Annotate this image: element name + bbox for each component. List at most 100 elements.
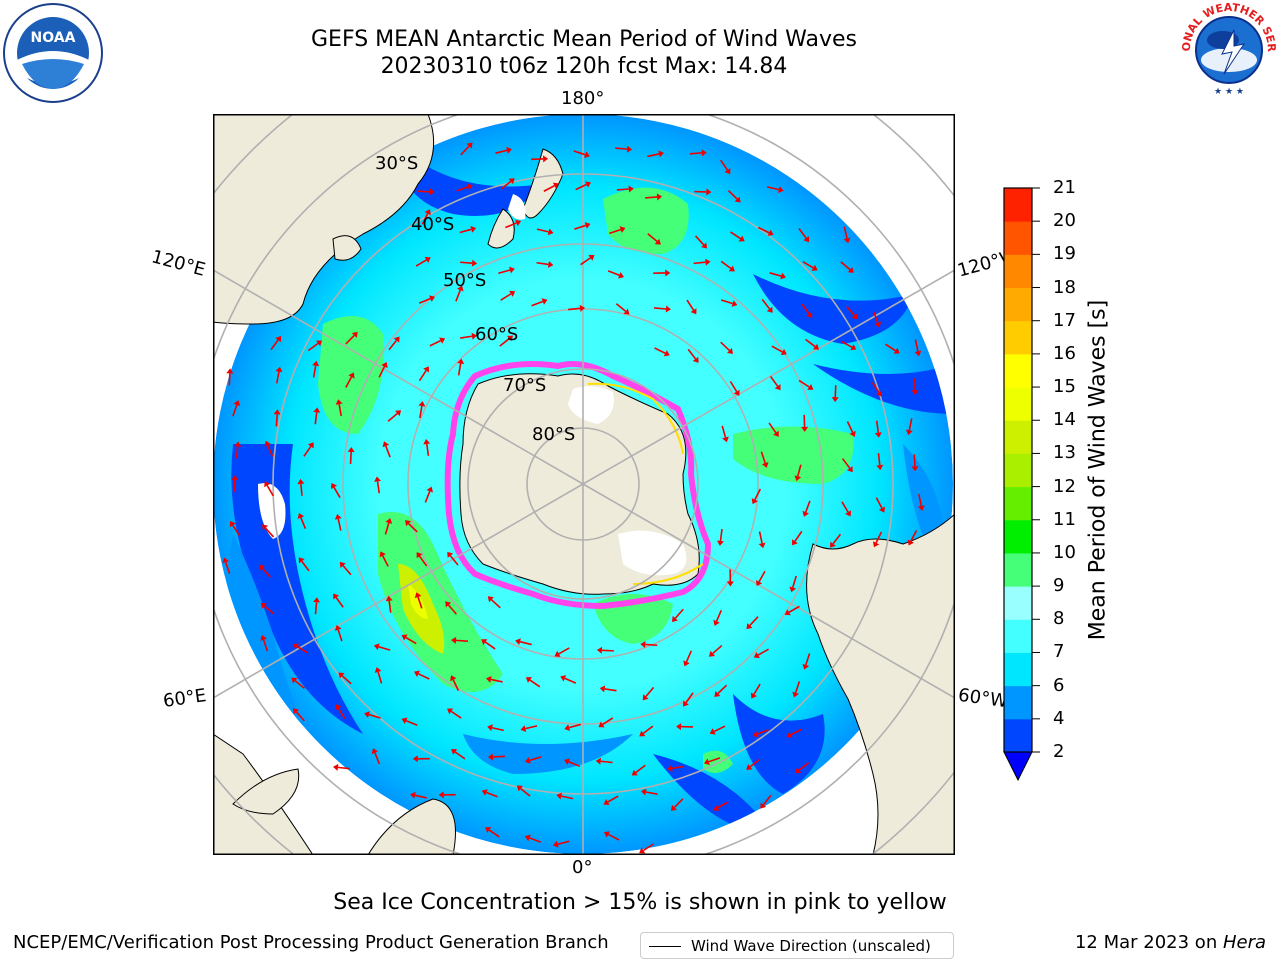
wave-direction-arrow bbox=[802, 261, 814, 269]
wave-direction-arrowhead bbox=[811, 264, 818, 271]
wave-direction-arrowhead bbox=[335, 399, 343, 405]
map-panel: 30°S 40°S 50°S 60°S 70°S 80°S Wind Wave … bbox=[213, 114, 955, 959]
chart-title: GEFS MEAN Antarctic Mean Period of Wind … bbox=[311, 27, 857, 52]
wave-direction-arrow bbox=[335, 597, 344, 608]
wave-direction-arrowhead bbox=[371, 748, 379, 755]
wave-direction-arrow bbox=[654, 347, 666, 354]
lat-label-50s: 50°S bbox=[443, 270, 486, 291]
wave-direction-arrow bbox=[307, 342, 319, 352]
wave-direction-arrow bbox=[791, 575, 797, 588]
wave-direction-arrow bbox=[338, 403, 342, 417]
wave-direction-arrowhead bbox=[907, 539, 914, 546]
wave-direction-arrowhead bbox=[665, 305, 671, 313]
wave-direction-arrow bbox=[671, 765, 684, 770]
wave-direction-arrow bbox=[720, 341, 730, 352]
wave-direction-arrowhead bbox=[471, 332, 477, 340]
wave-direction-arrow bbox=[385, 445, 391, 458]
wave-direction-arrowhead bbox=[722, 436, 729, 443]
wave-direction-arrow bbox=[492, 755, 505, 758]
caption: Sea Ice Concentration > 15% is shown in … bbox=[333, 890, 947, 915]
wave-direction-arrow bbox=[712, 644, 723, 655]
wave-direction-arrow bbox=[717, 801, 729, 809]
wave-direction-arrowhead bbox=[330, 483, 337, 490]
wave-direction-arrow bbox=[769, 272, 782, 277]
wave-direction-arrowhead bbox=[588, 254, 595, 261]
wave-direction-arrow bbox=[455, 289, 462, 302]
wave-direction-arrow bbox=[262, 639, 269, 652]
colorbar-block bbox=[1004, 221, 1032, 255]
wave-direction-arrow bbox=[715, 609, 723, 622]
lat-label-70s: 70°S bbox=[503, 375, 546, 396]
wave-direction-arrowhead bbox=[786, 731, 793, 738]
wave-direction-arrow bbox=[607, 795, 619, 803]
colorbar-block bbox=[1004, 420, 1032, 454]
colorbar-tick-label: 9 bbox=[1053, 575, 1065, 597]
wave-direction-arrow bbox=[337, 518, 342, 531]
wave-direction-arrow bbox=[575, 183, 587, 191]
wave-direction-arrowhead bbox=[789, 586, 797, 593]
wave-direction-arrowhead bbox=[628, 185, 634, 193]
wave-direction-arrow bbox=[762, 794, 772, 806]
wave-direction-arrowhead bbox=[914, 350, 922, 357]
wave-direction-arrow bbox=[885, 343, 896, 352]
wave-direction-arrow bbox=[607, 833, 620, 841]
wave-direction-arrowhead bbox=[619, 226, 626, 233]
wave-direction-arrowhead bbox=[831, 397, 839, 403]
wave-direction-arrow bbox=[568, 761, 581, 768]
wave-direction-arrow bbox=[607, 270, 620, 277]
wave-direction-arrow bbox=[758, 570, 766, 583]
wave-direction-arrow bbox=[452, 679, 460, 691]
wave-direction-arrowhead bbox=[395, 410, 402, 417]
wave-direction-arrowhead bbox=[258, 564, 265, 571]
wave-direction-arrowhead bbox=[654, 238, 661, 245]
wave-direction-arrow bbox=[228, 373, 231, 386]
wave-direction-arrow bbox=[295, 711, 305, 722]
wave-direction-arrowhead bbox=[338, 672, 345, 679]
wave-direction-arrowhead bbox=[778, 186, 784, 194]
wave-direction-arrowhead bbox=[603, 831, 610, 838]
wave-direction-arrowhead bbox=[312, 360, 320, 367]
wave-direction-arrowhead bbox=[584, 222, 591, 229]
wave-direction-arrow bbox=[232, 404, 238, 417]
wave-direction-arrow bbox=[300, 483, 303, 496]
wave-direction-arrow bbox=[531, 300, 544, 307]
map-legend: Wind Wave Direction (unscaled) bbox=[640, 932, 954, 959]
wave-direction-arrowhead bbox=[830, 541, 836, 548]
wave-direction-arrow bbox=[647, 153, 660, 158]
wave-direction-arrowhead bbox=[599, 685, 606, 693]
wave-direction-arrowhead bbox=[724, 168, 731, 175]
wave-direction-arrow bbox=[490, 678, 503, 683]
wave-direction-arrowhead bbox=[542, 155, 549, 163]
wave-direction-arrowhead bbox=[795, 767, 802, 774]
wave-direction-arrowhead bbox=[229, 521, 236, 528]
wave-direction-arrow bbox=[376, 481, 381, 494]
colorbar-block bbox=[1004, 718, 1032, 753]
wave-direction-arrow bbox=[261, 567, 272, 578]
wave-direction-arrow bbox=[760, 451, 766, 464]
wave-direction-arrowhead bbox=[385, 595, 393, 602]
wave-direction-arrow bbox=[846, 305, 856, 317]
wave-direction-arrow bbox=[495, 149, 508, 154]
wave-direction-arrowhead bbox=[524, 756, 531, 764]
wave-direction-arrow bbox=[519, 640, 532, 646]
wave-direction-arrowhead bbox=[683, 660, 690, 667]
wave-direction-arrow bbox=[841, 340, 853, 348]
colorbar-block bbox=[1004, 619, 1032, 653]
wave-direction-arrowhead bbox=[670, 804, 677, 811]
wave-direction-arrowhead bbox=[750, 692, 757, 699]
colorbar-block bbox=[1004, 353, 1032, 388]
wave-direction-arrowhead bbox=[313, 407, 321, 413]
wave-direction-arrowhead bbox=[738, 235, 745, 242]
wave-direction-arrowhead bbox=[481, 789, 488, 796]
wave-direction-arrow bbox=[425, 443, 430, 456]
wave-direction-arrowhead bbox=[767, 229, 774, 236]
wave-direction-arrowhead bbox=[752, 730, 759, 738]
wave-direction-arrowhead bbox=[423, 438, 431, 445]
wave-direction-arrowhead bbox=[426, 486, 434, 493]
wave-direction-arrowhead bbox=[264, 440, 271, 447]
wave-direction-arrow bbox=[270, 339, 279, 351]
wave-direction-arrow bbox=[788, 605, 800, 613]
wave-direction-arrow bbox=[615, 147, 628, 150]
wave-direction-arrowhead bbox=[374, 476, 382, 482]
wave-direction-arrowhead bbox=[556, 792, 563, 800]
